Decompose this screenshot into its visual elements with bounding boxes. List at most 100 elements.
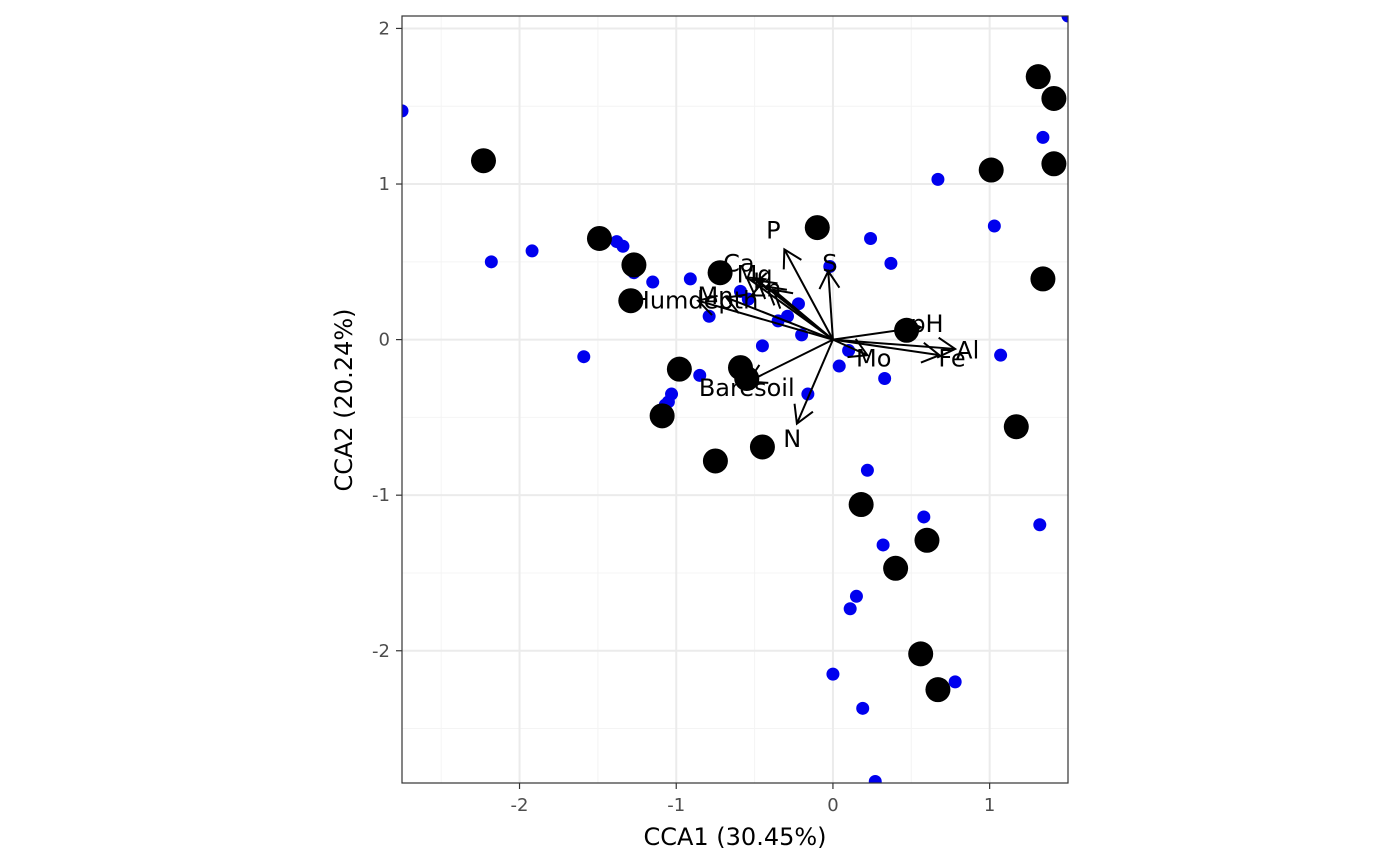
vector-arrow xyxy=(696,294,834,341)
vector-label: Baresoil xyxy=(699,374,795,402)
vector-arrow xyxy=(746,338,834,384)
y-tick-label: 2 xyxy=(379,18,390,39)
y-tick-label: -1 xyxy=(372,485,390,506)
site-point xyxy=(621,252,647,278)
species-point xyxy=(1061,16,1068,23)
species-point xyxy=(755,339,769,353)
x-tick-label: -2 xyxy=(511,795,529,816)
species-point xyxy=(864,231,878,245)
species-point xyxy=(646,275,660,289)
y-tick-label: -2 xyxy=(372,641,390,662)
species-point xyxy=(823,259,837,273)
species-point xyxy=(525,244,539,258)
vector-label: Mo xyxy=(856,344,891,372)
vector-arrow xyxy=(832,338,870,359)
vector-arrowhead xyxy=(745,276,767,297)
site-point xyxy=(749,434,775,460)
environmental-vectors xyxy=(696,247,958,426)
vector-arrow xyxy=(832,336,958,359)
vector-shaft xyxy=(832,338,956,350)
species-point xyxy=(987,219,1001,233)
vector-arrowhead xyxy=(782,247,802,270)
species-point xyxy=(832,359,846,373)
site-point xyxy=(586,225,612,251)
species-point xyxy=(1036,130,1050,144)
site-point xyxy=(908,641,934,667)
species-point xyxy=(860,463,874,477)
vector-arrowhead xyxy=(818,269,841,290)
site-point xyxy=(702,448,728,474)
species-point xyxy=(878,371,892,385)
site-point xyxy=(925,677,951,703)
vector-label: N xyxy=(783,425,801,453)
site-point xyxy=(1030,266,1056,292)
species-point xyxy=(876,538,890,552)
vector-shaft xyxy=(795,339,834,425)
vector-arrowhead xyxy=(746,364,769,384)
species-point xyxy=(484,255,498,269)
vector-arrow xyxy=(782,247,834,341)
panel-border xyxy=(401,15,1069,784)
vector-label: Humdepth xyxy=(632,287,759,315)
vector-label: K xyxy=(753,268,770,296)
y-axis-title: CCA2 (20.24%) xyxy=(330,308,358,491)
vector-arrow xyxy=(793,339,834,426)
vector-shaft xyxy=(747,338,834,383)
x-tick-label: 1 xyxy=(984,795,995,816)
vector-shaft xyxy=(832,338,940,357)
vector-label: Ca xyxy=(723,249,754,277)
vector-shaft xyxy=(697,299,834,341)
vector-arrowhead xyxy=(771,288,794,309)
site-point xyxy=(618,288,644,314)
site-point xyxy=(883,555,909,581)
species-point xyxy=(917,510,931,524)
vector-arrowhead xyxy=(765,285,788,306)
vector-arrowhead xyxy=(756,279,778,300)
site-point xyxy=(1041,85,1067,111)
grid-lines xyxy=(402,16,1068,783)
species-point xyxy=(693,368,707,382)
vector-arrow xyxy=(818,269,841,340)
species-point xyxy=(616,239,630,253)
vector-arrowhead xyxy=(936,336,958,359)
site-point xyxy=(1025,64,1051,90)
site-point xyxy=(470,148,496,174)
vector-shaft xyxy=(832,338,868,357)
site-point xyxy=(1041,151,1067,177)
vector-shaft xyxy=(832,326,921,341)
site-point xyxy=(848,492,874,518)
species-point xyxy=(994,348,1008,362)
vector-arrowhead xyxy=(847,338,870,359)
species-point xyxy=(577,350,591,364)
vector-label: S xyxy=(822,249,837,277)
species-point xyxy=(856,701,870,715)
vector-shaft xyxy=(783,248,834,341)
vector-shaft xyxy=(772,289,834,341)
species-point xyxy=(868,774,882,783)
site-point xyxy=(707,260,733,286)
site-point xyxy=(1003,414,1029,440)
vector-label: Mn xyxy=(697,282,733,310)
species-point xyxy=(931,172,945,186)
species-point xyxy=(849,589,863,603)
x-tick-label: -1 xyxy=(667,795,685,816)
site-point xyxy=(666,356,692,382)
vector-label: Mg xyxy=(737,260,773,288)
vector-shaft xyxy=(726,296,834,341)
vector-arrow xyxy=(832,338,942,364)
species-point xyxy=(1033,518,1047,532)
species-point xyxy=(884,256,898,270)
site-point xyxy=(804,215,830,241)
panel-background xyxy=(402,16,1068,783)
y-tick-label: 0 xyxy=(379,330,390,351)
vector-arrow xyxy=(771,288,834,341)
vector-label: Fe xyxy=(938,344,965,372)
site-point xyxy=(978,157,1004,183)
species-point xyxy=(702,309,716,323)
site-point xyxy=(649,403,675,429)
vector-label: Zn xyxy=(750,274,782,302)
species-point xyxy=(843,602,857,616)
vector-arrow xyxy=(724,293,834,341)
